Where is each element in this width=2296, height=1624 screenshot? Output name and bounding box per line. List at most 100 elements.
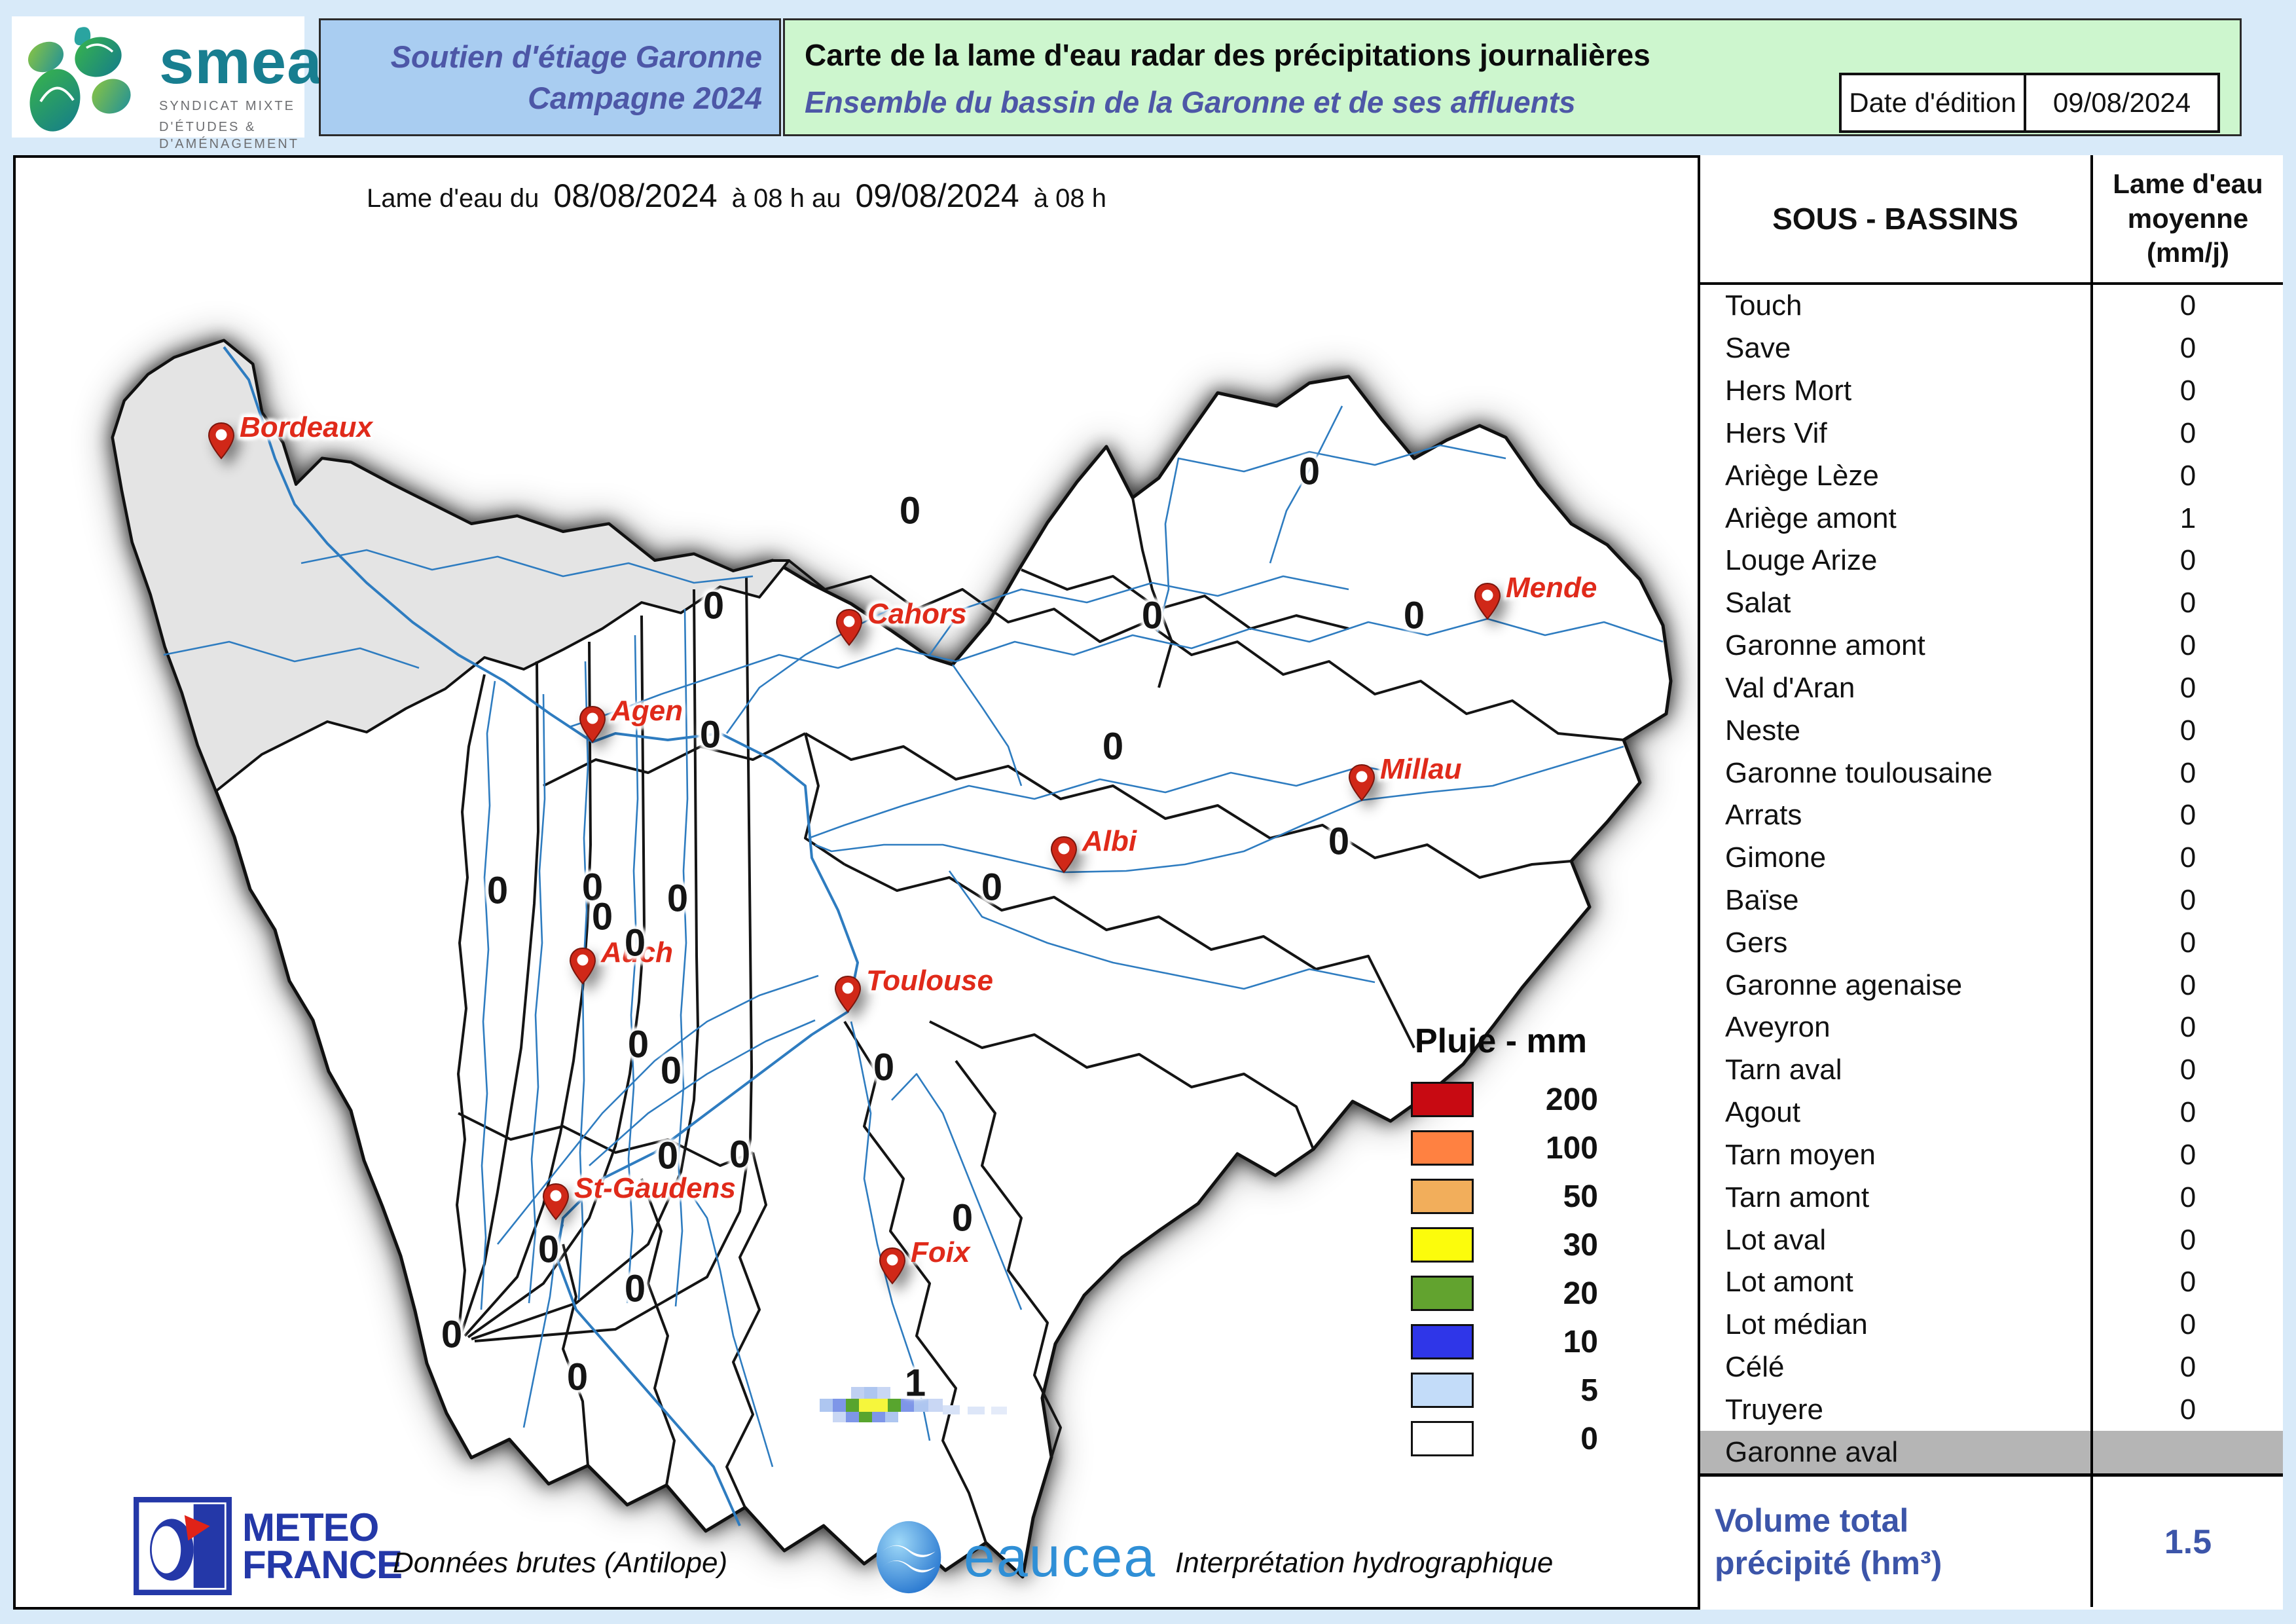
table-row: Arrats 0 (1700, 794, 2283, 837)
legend-item-50: 50 (1411, 1175, 1647, 1218)
table-row: Lot amont 0 (1700, 1261, 2283, 1304)
table-row: Tarn amont 0 (1700, 1176, 2283, 1219)
basin-name: Garonne agenaise (1700, 964, 2093, 1007)
basin-value: 0 (2179, 1096, 2196, 1129)
legend-item-200: 200 (1411, 1078, 1647, 1121)
basin-name: Neste (1700, 709, 2093, 752)
table-row: Gers 0 (1700, 921, 2283, 965)
total-volume-label-1: Volume total (1715, 1502, 1909, 1539)
table-row: Ariège amont 1 (1700, 497, 2283, 540)
basin-value: 0 (2179, 1223, 2196, 1256)
table-row: Ariège Lèze 0 (1700, 454, 2283, 498)
total-volume-value: 1.5 (2164, 1522, 2212, 1561)
legend-label: 20 (1563, 1276, 1598, 1311)
smeag-leaves-icon (27, 27, 131, 132)
legend-title: Pluie - mm (1415, 1022, 1587, 1060)
table-row: Garonne amont 0 (1700, 624, 2283, 667)
map-period-title: Lame d'eau du 08/08/2024 à 08 h au 09/08… (367, 177, 1106, 215)
table-row: Val d'Aran 0 (1700, 667, 2283, 710)
table-row: Garonne aval (1700, 1431, 2283, 1474)
table-row: Hers Vif 0 (1700, 412, 2283, 455)
basin-value: 0 (2179, 416, 2196, 449)
data-source-caption: Données brutes (Antilope) (393, 1547, 728, 1579)
legend-swatch-200 (1411, 1082, 1474, 1117)
table-row: Agout 0 (1700, 1091, 2283, 1134)
basin-name: Agout (1700, 1091, 2093, 1134)
legend-swatch-30 (1411, 1227, 1474, 1263)
legend-swatch-5 (1411, 1373, 1474, 1408)
table-header-row: SOUS - BASSINS Lame d'eau moyenne (mm/j) (1700, 155, 2283, 285)
legend-label: 10 (1563, 1324, 1598, 1359)
table-row: Save 0 (1700, 327, 2283, 370)
table-row: Gimone 0 (1700, 836, 2283, 879)
basin-name: Val d'Aran (1700, 667, 2093, 710)
smeag-subtitle-1: SYNDICAT MIXTE (159, 99, 295, 113)
basin-name: Louge Arize (1700, 539, 2093, 582)
basin-value: 1 (2179, 502, 2196, 534)
basin-name: Truyere (1700, 1388, 2093, 1431)
report-title: Carte de la lame d'eau radar des précipi… (805, 38, 1650, 72)
eaucea-wordmark: eaucea (964, 1526, 1157, 1589)
radar-rain-patch (820, 1387, 1007, 1422)
legend-swatch-10 (1411, 1324, 1474, 1359)
basin-name: Baïse (1700, 879, 2093, 922)
basin-value: 0 (2179, 1011, 2196, 1044)
subbasin-table: SOUS - BASSINS Lame d'eau moyenne (mm/j)… (1698, 155, 2283, 1610)
basin-value: 0 (2179, 1181, 2196, 1213)
basin-name: Lot médian (1700, 1303, 2093, 1346)
basin-value: 0 (2179, 629, 2196, 662)
basin-name: Hers Vif (1700, 412, 2093, 455)
table-row: Garonne agenaise 0 (1700, 964, 2283, 1007)
legend-items: 200 100 50 30 20 10 5 0 (1411, 1078, 1647, 1460)
period-suffix: à 08 h (1033, 184, 1106, 213)
table-row: Hers Mort 0 (1700, 369, 2283, 413)
legend-swatch-20 (1411, 1276, 1474, 1311)
basin-value: 0 (2179, 1054, 2196, 1086)
basin-value: 0 (2179, 841, 2196, 874)
legend-label: 5 (1580, 1373, 1598, 1408)
total-volume-label-2: précipité (hm³) (1715, 1544, 1942, 1581)
table-row: Louge Arize 0 (1700, 539, 2283, 582)
table-row: Aveyron 0 (1700, 1006, 2283, 1049)
basin-name: Tarn amont (1700, 1176, 2093, 1219)
basin-name: Garonne toulousaine (1700, 752, 2093, 794)
col-header-lame-deau: Lame d'eau moyenne (mm/j) (2113, 168, 2263, 268)
basin-name: Touch (1700, 285, 2093, 327)
basin-value: 0 (2179, 375, 2196, 407)
eaucea-icon (876, 1521, 941, 1594)
table-row: Truyere 0 (1700, 1388, 2283, 1431)
legend-label: 50 (1563, 1179, 1598, 1214)
legend-item-10: 10 (1411, 1320, 1647, 1363)
basin-value: 0 (2179, 1266, 2196, 1299)
basin-name: Célé (1700, 1346, 2093, 1389)
basin-value: 0 (2179, 799, 2196, 832)
basin-value: 0 (2179, 332, 2196, 365)
basin-name: Tarn moyen (1700, 1134, 2093, 1177)
eaucea-logo: eaucea (871, 1519, 1156, 1595)
edition-date-label: Date d'édition (1839, 73, 2026, 133)
basin-value: 0 (2179, 714, 2196, 747)
basin-name: Garonne aval (1700, 1431, 2093, 1474)
period-start-date: 08/08/2024 (553, 177, 718, 214)
basin-name: Gers (1700, 921, 2093, 965)
legend-swatch-100 (1411, 1130, 1474, 1166)
table-row: Tarn aval 0 (1700, 1048, 2283, 1092)
basin-name: Ariège Lèze (1700, 454, 2093, 498)
basin-value: 0 (2179, 926, 2196, 959)
basin-value: 0 (2179, 459, 2196, 492)
legend-item-0: 0 (1411, 1417, 1647, 1460)
table-row: Lot médian 0 (1700, 1303, 2283, 1346)
legend-swatch-50 (1411, 1179, 1474, 1214)
total-volume-row: Volume total précipité (hm³) 1.5 (1700, 1473, 2283, 1607)
col-header-subbasins: SOUS - BASSINS (1700, 155, 2093, 282)
legend-label: 0 (1580, 1421, 1598, 1456)
basin-value (2093, 1431, 2283, 1473)
meteo-france-icon (134, 1497, 232, 1595)
legend-label: 30 (1563, 1227, 1598, 1263)
basin-value: 0 (2179, 884, 2196, 916)
campaign-line-2: Campagne 2024 (528, 81, 762, 115)
period-prefix: Lame d'eau du (367, 184, 539, 213)
basin-value: 0 (2179, 544, 2196, 577)
legend-label: 100 (1545, 1130, 1598, 1166)
